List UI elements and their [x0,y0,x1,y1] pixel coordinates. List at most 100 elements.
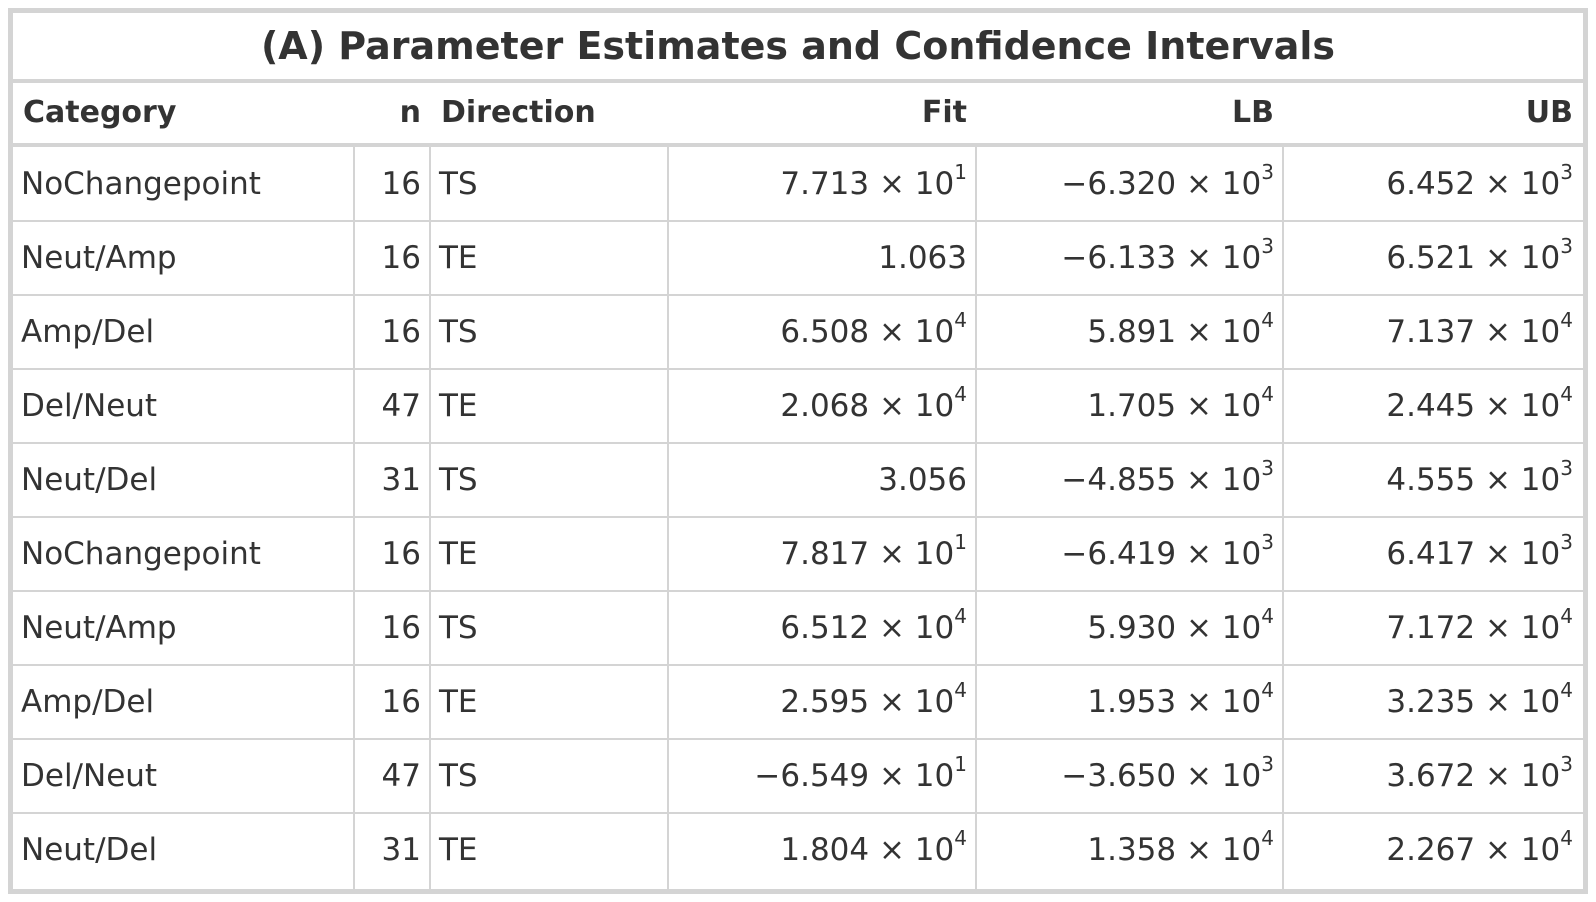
cell-direction: TS [439,462,478,498]
times-ten: × 10 [869,536,955,572]
value-mantissa: 7.817 [780,536,870,572]
times-ten: × 10 [869,684,955,720]
cell-n: 16 [381,610,421,646]
value-exponent: 4 [1560,307,1573,332]
cell-ub: 2.267 × 104 [1284,813,1583,887]
table-title: (A) Parameter Estimates and Confidence I… [260,24,1336,68]
value-mantissa: 1.953 [1087,684,1177,720]
times-ten: × 10 [1176,462,1262,498]
value-exponent: 1 [954,751,967,776]
cell-n: 31 [381,462,421,498]
value-exponent: 4 [1261,381,1274,406]
value-exponent: 4 [954,307,967,332]
row-divider [13,368,1583,370]
table-row: Del/Neut 47 TS −6.549 × 101 −3.650 × 103 3.67… [13,739,1583,813]
times-ten: × 10 [1475,166,1561,202]
value-exponent: 4 [1261,825,1274,850]
times-ten: × 10 [869,388,955,424]
value-mantissa: −6.320 [1061,166,1177,202]
cell-ub: 7.172 × 104 [1284,591,1583,665]
times-ten: × 10 [869,832,955,868]
cell-category: NoChangepoint [21,166,261,202]
value-mantissa: 4.555 [1386,462,1476,498]
value-exponent: 4 [954,677,967,702]
cell-lb: −6.133 × 103 [977,221,1282,295]
cell-category: Del/Neut [21,388,158,424]
cell-fit: 2.068 × 104 [669,369,975,443]
cell-lb: −3.650 × 103 [977,739,1282,813]
value-exponent: 3 [1261,751,1274,776]
cell-n: 31 [381,832,421,868]
column-divider [975,147,977,889]
column-header-ub: UB [1525,95,1573,130]
table-row: Del/Neut 47 TE 2.068 × 104 1.705 × 104 2.445 … [13,369,1583,443]
value-mantissa: −6.133 [1061,240,1177,276]
cell-ub: 7.137 × 104 [1284,295,1583,369]
results-table: (A) Parameter Estimates and Confidence I… [8,8,1588,894]
cell-fit: 6.508 × 104 [669,295,975,369]
value-mantissa: 1.063 [878,240,967,276]
cell-fit: −6.549 × 101 [669,739,975,813]
cell-lb: 5.891 × 104 [977,295,1282,369]
table-row: Amp/Del 16 TE 2.595 × 104 1.953 × 104 3.235 ×… [13,665,1583,739]
times-ten: × 10 [869,166,955,202]
value-mantissa: 5.891 [1087,314,1177,350]
value-mantissa: 7.137 [1386,314,1476,350]
cell-lb: 1.705 × 104 [977,369,1282,443]
row-divider [13,294,1583,296]
times-ten: × 10 [1475,240,1561,276]
value-mantissa: 2.267 [1386,832,1476,868]
value-mantissa: 1.705 [1087,388,1177,424]
value-exponent: 3 [1560,233,1573,258]
value-exponent: 4 [1560,381,1573,406]
value-exponent: 4 [954,603,967,628]
column-divider [353,147,355,889]
row-divider [13,738,1583,740]
value-exponent: 4 [954,825,967,850]
value-exponent: 3 [1560,455,1573,480]
cell-ub: 4.555 × 103 [1284,443,1583,517]
value-mantissa: 7.713 [780,166,870,202]
table-row: Neut/Amp 16 TS 6.512 × 104 5.930 × 104 7.172 … [13,591,1583,665]
value-mantissa: 2.068 [780,388,870,424]
times-ten: × 10 [1176,536,1262,572]
cell-category: Amp/Del [21,684,155,720]
times-ten: × 10 [1475,610,1561,646]
cell-ub: 6.417 × 103 [1284,517,1583,591]
column-header-fit: Fit [921,95,967,130]
cell-n: 16 [381,166,421,202]
times-ten: × 10 [869,314,955,350]
times-ten: × 10 [1176,388,1262,424]
value-mantissa: 3.235 [1386,684,1476,720]
times-ten: × 10 [1475,536,1561,572]
column-header-n: n [399,95,421,130]
table-row: Amp/Del 16 TS 6.508 × 104 5.891 × 104 7.137 ×… [13,295,1583,369]
times-ten: × 10 [1475,314,1561,350]
row-divider [13,220,1583,222]
value-mantissa: 2.445 [1386,388,1476,424]
cell-direction: TS [439,758,478,794]
value-mantissa: −3.650 [1061,758,1177,794]
value-exponent: 4 [1261,603,1274,628]
times-ten: × 10 [1475,832,1561,868]
cell-direction: TE [439,684,478,720]
cell-fit: 7.713 × 101 [669,147,975,221]
cell-ub: 6.452 × 103 [1284,147,1583,221]
value-exponent: 4 [1560,603,1573,628]
cell-fit: 2.595 × 104 [669,665,975,739]
times-ten: × 10 [869,758,955,794]
cell-direction: TS [439,610,478,646]
value-exponent: 4 [1560,825,1573,850]
times-ten: × 10 [1176,314,1262,350]
value-mantissa: 2.595 [780,684,870,720]
cell-direction: TS [439,314,478,350]
table-row: Neut/Del 31 TE 1.804 × 104 1.358 × 104 2.267 … [13,813,1583,887]
value-mantissa: 1.804 [780,832,870,868]
cell-category: Del/Neut [21,758,158,794]
cell-ub: 3.235 × 104 [1284,665,1583,739]
cell-lb: −4.855 × 103 [977,443,1282,517]
cell-n: 47 [381,388,421,424]
value-exponent: 3 [1560,751,1573,776]
value-exponent: 3 [1261,159,1274,184]
cell-direction: TE [439,536,478,572]
